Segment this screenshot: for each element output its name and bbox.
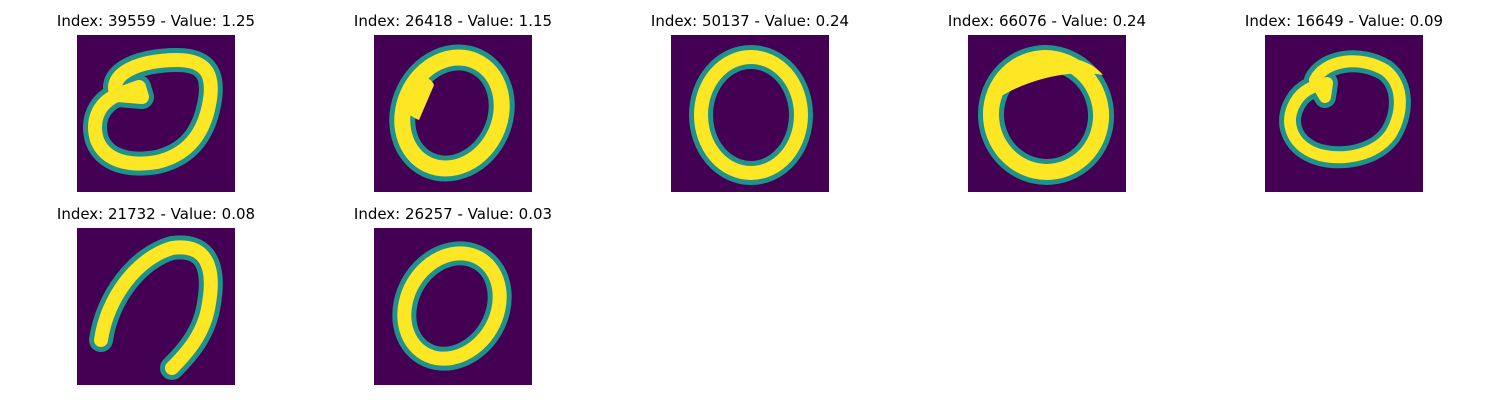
digit-stroke [1284,55,1406,164]
digit-stroke [88,53,218,171]
digit-image [671,35,829,192]
digit-image [374,228,532,385]
digit-image [968,35,1126,192]
digit-panel-4: Index: 66076 - Value: 0.24 [948,12,1146,192]
digit-stroke [94,240,218,375]
digit-panel-7: Index: 26257 - Value: 0.03 [354,205,552,385]
digit-panel-1: Index: 39559 - Value: 1.25 [57,12,255,192]
panel-title: Index: 50137 - Value: 0.24 [650,12,850,30]
digit-stroke [982,50,1110,180]
digit-blob [1003,56,1103,95]
digit-panel-2: Index: 26418 - Value: 1.15 [354,12,552,192]
digit-blob [402,77,434,120]
panel-title: Index: 66076 - Value: 0.24 [947,12,1147,30]
digit-image [374,35,532,192]
panel-title: Index: 26418 - Value: 1.15 [353,12,553,30]
digit-image [1265,35,1423,192]
panel-title: Index: 26257 - Value: 0.03 [353,205,553,223]
digit-panel-6: Index: 21732 - Value: 0.08 [57,205,255,385]
digit-panel-3: Index: 50137 - Value: 0.24 [651,12,849,192]
panel-title: Index: 21732 - Value: 0.08 [56,205,256,223]
digit-image [77,228,235,385]
panel-title: Index: 39559 - Value: 1.25 [56,12,256,30]
digit-panel-5: Index: 16649 - Value: 0.09 [1245,12,1443,192]
digit-stroke [397,246,507,366]
panel-title: Index: 16649 - Value: 0.09 [1244,12,1444,30]
digit-image [77,35,235,192]
digit-stroke [694,50,808,180]
